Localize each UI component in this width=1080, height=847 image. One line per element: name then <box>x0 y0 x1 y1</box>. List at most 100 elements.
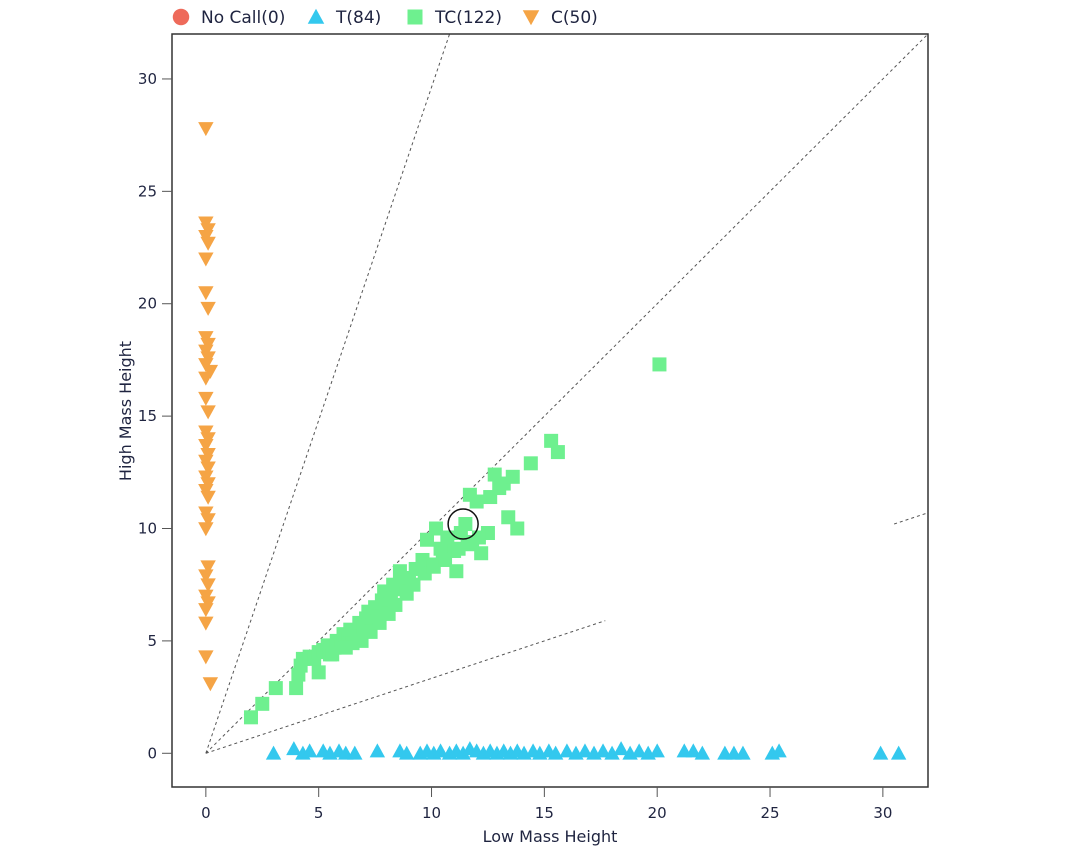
t-point[interactable] <box>890 745 907 760</box>
c-point[interactable] <box>200 405 216 420</box>
diagonal-line <box>205 33 929 754</box>
y-tick-label: 10 <box>138 520 157 538</box>
legend-c-marker <box>522 10 540 26</box>
t-point[interactable] <box>771 743 787 758</box>
t-point[interactable] <box>559 743 575 758</box>
t-point[interactable] <box>432 743 449 758</box>
axis-ticks: 0 5 10 15 20 25 30 0 5 10 15 20 25 30 <box>138 70 893 822</box>
c-point[interactable] <box>198 569 214 584</box>
x-axis-title: Low Mass Height <box>483 827 618 846</box>
tc-point[interactable] <box>420 532 435 547</box>
tc-point[interactable] <box>449 564 464 579</box>
t-point[interactable] <box>649 743 665 758</box>
c-point[interactable] <box>198 522 214 537</box>
t-point[interactable] <box>613 741 629 756</box>
tc-point[interactable] <box>429 521 444 536</box>
legend-c-label: C(50) <box>551 8 598 28</box>
tc-point[interactable] <box>268 681 283 696</box>
t-point[interactable] <box>735 745 751 760</box>
t-point[interactable] <box>685 743 702 758</box>
t-point[interactable] <box>872 745 889 760</box>
x-tick-label: 20 <box>648 804 667 822</box>
t-point[interactable] <box>694 745 711 760</box>
t-point[interactable] <box>577 743 593 758</box>
tc-point[interactable] <box>406 577 421 592</box>
t-point[interactable] <box>265 745 282 760</box>
y-tick-label: 20 <box>138 295 157 313</box>
y-tick-label: 5 <box>147 632 157 650</box>
t-point[interactable] <box>547 745 564 760</box>
plot-area <box>171 33 929 788</box>
c-point[interactable] <box>200 560 216 575</box>
x-tick-label: 5 <box>314 804 324 822</box>
tc-point[interactable] <box>255 696 270 711</box>
tc-point[interactable] <box>311 665 326 680</box>
c-point[interactable] <box>198 122 214 137</box>
tc-point[interactable] <box>388 597 403 612</box>
x-tick-label: 0 <box>201 804 211 822</box>
lower-cluster-boundary-line <box>205 620 606 754</box>
tc-point[interactable] <box>652 357 667 372</box>
legend-t-marker <box>307 8 325 24</box>
tc-point[interactable] <box>550 445 565 460</box>
legend-no-call-marker <box>172 8 190 26</box>
lower-right-boundary-fragment-line <box>893 512 929 525</box>
tc-point[interactable] <box>289 681 304 696</box>
tc-point[interactable] <box>471 530 486 545</box>
c-point[interactable] <box>202 677 219 692</box>
tc-point[interactable] <box>469 494 484 509</box>
c-point[interactable] <box>198 439 214 454</box>
upper-cluster-boundary-line <box>205 33 451 754</box>
tc-point[interactable] <box>505 469 520 484</box>
c-point[interactable] <box>200 461 216 476</box>
y-tick-label: 0 <box>147 744 157 762</box>
x-tick-label: 30 <box>873 804 892 822</box>
legend-tc-marker <box>407 9 423 25</box>
tc-point[interactable] <box>458 517 473 532</box>
t-point[interactable] <box>595 743 611 758</box>
c-point[interactable] <box>198 252 214 267</box>
legend-t-label: T(84) <box>335 8 381 28</box>
c-point[interactable] <box>198 371 214 386</box>
tc-point[interactable] <box>501 510 516 525</box>
t-point[interactable] <box>455 745 471 760</box>
c-point[interactable] <box>198 391 214 406</box>
tc-point[interactable] <box>438 552 453 567</box>
c-point[interactable] <box>198 650 214 665</box>
t-point[interactable] <box>301 743 318 758</box>
t-point[interactable] <box>286 741 302 756</box>
legend-tc-label: TC(122) <box>434 8 502 28</box>
tc-point[interactable] <box>426 559 441 574</box>
c-point[interactable] <box>200 578 216 593</box>
tc-point[interactable] <box>474 546 489 561</box>
t-point[interactable] <box>631 743 647 758</box>
legend: No Call(0) T(84) TC(122) C(50) <box>172 8 598 28</box>
c-point[interactable] <box>200 513 216 528</box>
t-point[interactable] <box>398 745 415 760</box>
t-point[interactable] <box>347 745 363 760</box>
c-point[interactable] <box>198 616 214 631</box>
y-tick-label: 30 <box>138 70 157 88</box>
c-point[interactable] <box>198 286 214 301</box>
x-tick-label: 25 <box>760 804 779 822</box>
x-tick-label: 10 <box>422 804 441 822</box>
c-point[interactable] <box>200 301 216 316</box>
tc-point[interactable] <box>510 521 525 536</box>
t-point[interactable] <box>369 743 386 758</box>
c-point[interactable] <box>200 490 216 505</box>
y-axis-title: High Mass Height <box>116 341 135 481</box>
tc-point[interactable] <box>338 640 353 655</box>
x-tick-label: 15 <box>535 804 554 822</box>
tc-point[interactable] <box>243 710 258 725</box>
data-points <box>198 122 907 760</box>
t-point[interactable] <box>604 745 620 760</box>
tc-point[interactable] <box>440 530 455 545</box>
tc-point[interactable] <box>325 647 340 662</box>
c-point[interactable] <box>198 603 214 618</box>
tc-point[interactable] <box>523 456 538 471</box>
c-point[interactable] <box>200 236 216 251</box>
selected-sample-ring[interactable] <box>447 508 479 540</box>
guide-lines <box>205 33 929 754</box>
tc-point[interactable] <box>544 433 559 448</box>
